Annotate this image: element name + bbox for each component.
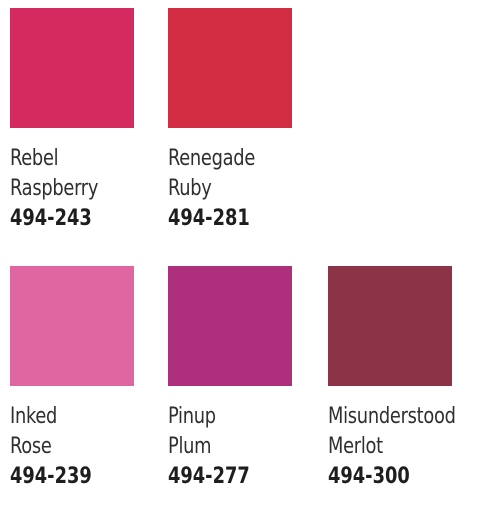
- swatch-name-line1: Misunderstood: [328, 404, 456, 429]
- swatch-card-renegade-ruby: Renegade Ruby 494-281: [168, 8, 294, 234]
- color-swatch: [328, 266, 452, 386]
- swatch-name-line2: Plum: [168, 434, 212, 459]
- swatch-name-line1: Pinup: [168, 404, 216, 429]
- swatch-card-pinup-plum: Pinup Plum 494-277: [168, 266, 294, 492]
- swatch-name-line1: Renegade: [168, 146, 256, 171]
- swatch-name-line2: Raspberry: [10, 176, 99, 201]
- swatch-code: 494-300: [328, 464, 410, 489]
- color-swatch: [10, 8, 134, 128]
- swatch-code: 494-239: [10, 464, 92, 489]
- swatch-code: 494-243: [10, 206, 92, 231]
- swatch-code: 494-277: [168, 464, 250, 489]
- swatch-card-rebel-raspberry: Rebel Raspberry 494-243: [10, 8, 136, 234]
- swatch-name-line1: Rebel: [10, 146, 59, 171]
- swatch-code: 494-281: [168, 206, 250, 231]
- swatch-name-line2: Merlot: [328, 434, 383, 459]
- swatch-card-misunderstood-merlot: Misunderstood Merlot 494-300: [328, 266, 498, 492]
- color-swatch: [168, 8, 292, 128]
- swatch-name-line2: Ruby: [168, 176, 212, 201]
- color-swatch: [168, 266, 292, 386]
- swatch-name-line1: Inked: [10, 404, 58, 429]
- swatch-name-line2: Rose: [10, 434, 52, 459]
- color-swatch: [10, 266, 134, 386]
- swatch-card-inked-rose: Inked Rose 494-239: [10, 266, 136, 492]
